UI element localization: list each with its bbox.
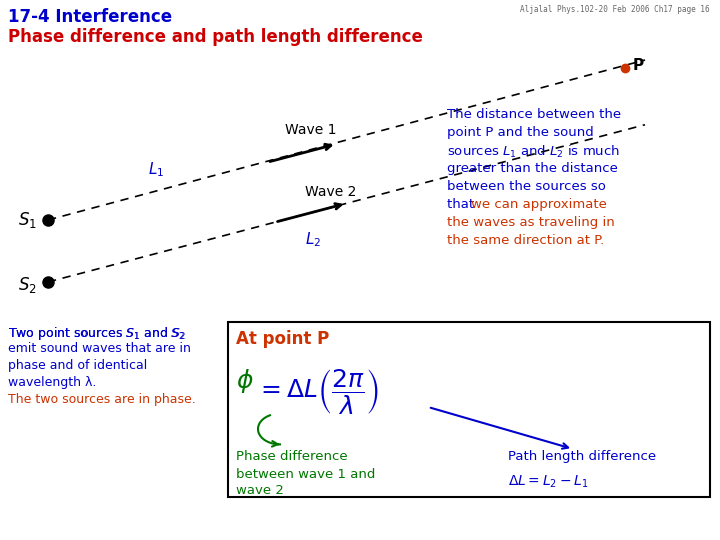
Text: wavelength λ.: wavelength λ. bbox=[8, 376, 96, 389]
Text: phase and of identical: phase and of identical bbox=[8, 359, 148, 372]
Text: Phase difference: Phase difference bbox=[236, 450, 348, 463]
Bar bbox=[228, 322, 710, 497]
Text: between the sources so: between the sources so bbox=[447, 180, 606, 193]
Text: $S_1$: $S_1$ bbox=[18, 210, 37, 230]
Text: The two sources are in phase.: The two sources are in phase. bbox=[8, 393, 196, 406]
Text: $\Delta L= L_2-L_1$: $\Delta L= L_2-L_1$ bbox=[508, 474, 588, 490]
Text: that: that bbox=[447, 198, 478, 211]
Text: The distance between the: The distance between the bbox=[447, 108, 621, 121]
Text: $L_2$: $L_2$ bbox=[305, 231, 321, 249]
Text: Path length difference: Path length difference bbox=[508, 450, 656, 463]
Text: $\mathregular{Two\ point\ sources\ }S_1\mathregular{\ and\ }S_2$: $\mathregular{Two\ point\ sources\ }S_1\… bbox=[8, 325, 186, 342]
Text: between wave 1 and: between wave 1 and bbox=[236, 468, 375, 481]
Text: wave 2: wave 2 bbox=[236, 484, 284, 497]
Text: we can approximate: we can approximate bbox=[471, 198, 607, 211]
Text: Phase difference and path length difference: Phase difference and path length differe… bbox=[8, 28, 423, 46]
Text: $L_1$: $L_1$ bbox=[148, 160, 164, 179]
Text: sources $L_1$ and $L_2$ is much: sources $L_1$ and $L_2$ is much bbox=[447, 144, 620, 160]
Text: Wave 1: Wave 1 bbox=[285, 123, 336, 137]
Text: 17-4 Interference: 17-4 Interference bbox=[8, 8, 172, 26]
Text: greater than the distance: greater than the distance bbox=[447, 162, 618, 175]
Text: the waves as traveling in: the waves as traveling in bbox=[447, 216, 615, 229]
Text: point P and the sound: point P and the sound bbox=[447, 126, 594, 139]
Text: $S_2$: $S_2$ bbox=[18, 275, 37, 295]
Text: Wave 2: Wave 2 bbox=[305, 185, 356, 199]
Text: the same direction at P.: the same direction at P. bbox=[447, 234, 604, 247]
Text: $= \Delta L\left(\dfrac{2\pi}{\lambda}\right)$: $= \Delta L\left(\dfrac{2\pi}{\lambda}\r… bbox=[256, 367, 379, 416]
Text: P: P bbox=[633, 58, 644, 73]
Text: emit sound waves that are in: emit sound waves that are in bbox=[8, 342, 191, 355]
Text: $\phi$: $\phi$ bbox=[236, 367, 253, 395]
Text: Aljalal Phys.102-20 Feb 2006 Ch17 page 16: Aljalal Phys.102-20 Feb 2006 Ch17 page 1… bbox=[521, 5, 710, 14]
Text: Two point sources $S_1$ and $S_2$: Two point sources $S_1$ and $S_2$ bbox=[8, 325, 186, 342]
Text: At point P: At point P bbox=[236, 330, 329, 348]
